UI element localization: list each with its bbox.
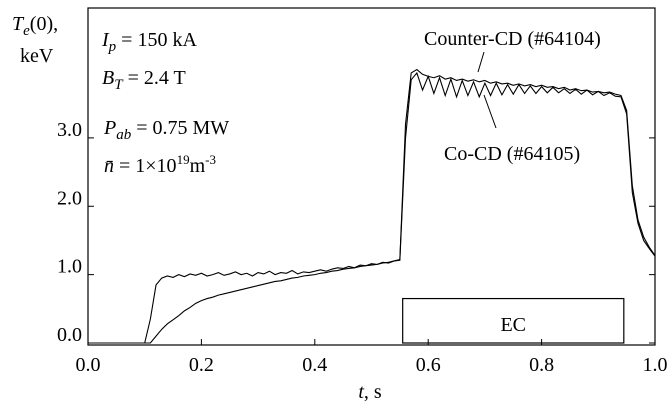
parameter: BT = 2.4 T <box>102 67 186 93</box>
text-part: t <box>358 381 364 403</box>
text-part: T <box>114 77 124 93</box>
y-axis-label: Te(0), <box>12 13 58 39</box>
text-part: 19 <box>177 152 190 167</box>
parameter: n̄ = 1×1019m-3 <box>104 152 216 177</box>
plot-frame <box>87 7 656 346</box>
x-tick-label: 1.0 <box>643 354 668 376</box>
text-part: ab <box>116 127 132 143</box>
y-tick-label: 2.0 <box>57 187 82 209</box>
text-part: n̄ <box>104 155 114 177</box>
x-tick-label: 0.4 <box>302 354 327 376</box>
ec-box <box>402 297 625 344</box>
y-tick-label: 1.0 <box>57 256 82 278</box>
x-axis-label: t, s <box>358 381 382 403</box>
series-line <box>88 71 656 344</box>
x-tick-label: 0.8 <box>529 354 554 376</box>
text-part: , s <box>364 381 382 403</box>
x-tick-label: 0.2 <box>189 354 214 376</box>
text-part: = 0.75 MW <box>131 117 229 139</box>
text-part: = 1×10 <box>114 155 177 177</box>
text-part: B <box>102 67 114 89</box>
text-part: e <box>23 23 30 39</box>
parameter: Pab = 0.75 MW <box>103 117 229 143</box>
text-part: -3 <box>205 152 216 167</box>
text-part: T <box>12 13 25 35</box>
text-part: (0), <box>30 13 58 35</box>
series-label: Co-CD (#64105) <box>444 143 580 165</box>
text-part: = 2.4 T <box>123 67 186 89</box>
text-part: m <box>190 155 206 177</box>
series-line <box>88 68 656 344</box>
text-part: keV <box>20 45 54 67</box>
counter-arrow <box>477 51 485 73</box>
ec-label: EC <box>500 314 526 336</box>
y-axis-label: keV <box>20 45 54 67</box>
co-arrow <box>483 94 497 129</box>
text-part: I <box>101 29 110 51</box>
text-part: P <box>103 117 116 139</box>
x-tick-label: 0.6 <box>416 354 441 376</box>
text-part: = 150 kA <box>116 29 197 51</box>
parameter: Ip = 150 kA <box>101 29 197 55</box>
y-tick-label: 3.0 <box>57 119 82 141</box>
text-part: p <box>108 39 117 55</box>
y-tick-label: 0.0 <box>57 324 82 346</box>
x-tick-label: 0.0 <box>76 354 101 376</box>
series-label: Counter-CD (#64104) <box>424 28 601 50</box>
